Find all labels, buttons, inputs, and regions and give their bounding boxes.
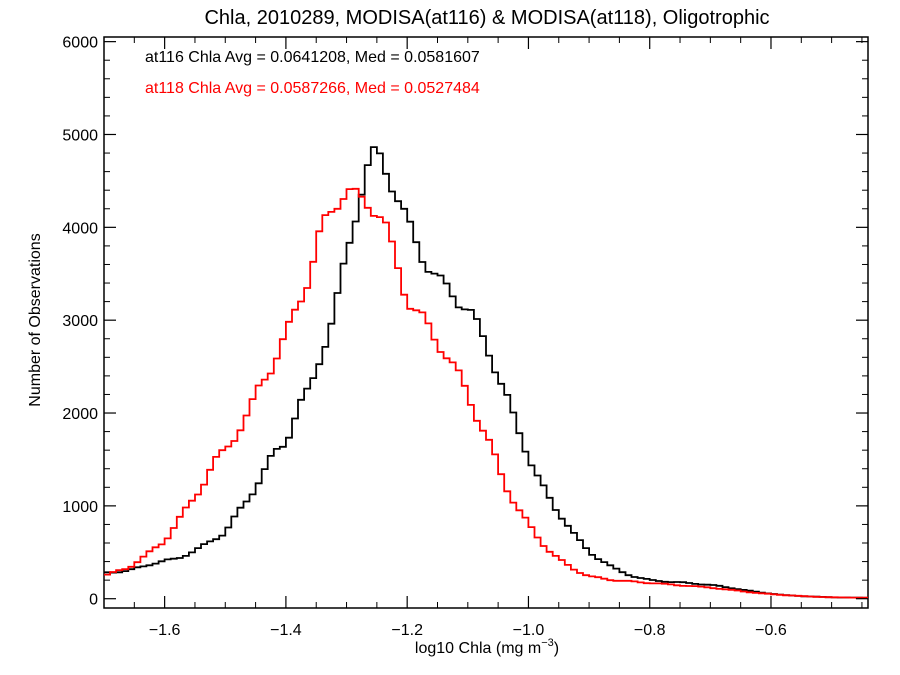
x-tick-label: −1.4 (270, 622, 302, 639)
ticks-layer: −1.6 −1.4 −1.2 −1.0 −0.8 −0.6 0 1000 2000 3000 400… (62, 35, 868, 639)
x-tick-label: −0.6 (755, 622, 787, 639)
y-tick-label: 4000 (62, 220, 98, 237)
x-axis-label: log10 Chla (mg m−3) (415, 637, 559, 657)
annotation-at116: at116 Chla Avg = 0.0641208, Med = 0.0581… (145, 49, 480, 66)
series-layer (104, 146, 868, 599)
y-tick-label: 0 (89, 592, 98, 609)
x-tick-label: −0.8 (634, 622, 666, 639)
x-tick-label: −1.0 (513, 622, 545, 639)
series-line-at116 (104, 146, 868, 599)
x-tick-label: −1.2 (391, 622, 423, 639)
y-tick-label: 6000 (62, 35, 98, 52)
plot-border (103, 36, 869, 609)
x-axis-label-close: ) (554, 640, 559, 657)
chart-title: Chla, 2010289, MODISA(at116) & MODISA(at… (204, 7, 769, 29)
y-tick-label: 5000 (62, 127, 98, 144)
x-tick-label: −1.6 (149, 622, 181, 639)
y-tick-label: 2000 (62, 406, 98, 423)
x-axis-label-superscript: −3 (541, 637, 554, 649)
annotation-at118: at118 Chla Avg = 0.0587266, Med = 0.0527… (145, 80, 480, 97)
series-line-at118 (104, 187, 868, 599)
y-tick-label: 3000 (62, 313, 98, 330)
x-axis-label-main: log10 Chla (mg m (415, 640, 541, 657)
y-axis-label: Number of Observations (27, 233, 44, 406)
y-tick-label: 1000 (62, 499, 98, 516)
plot-frame (103, 36, 869, 609)
